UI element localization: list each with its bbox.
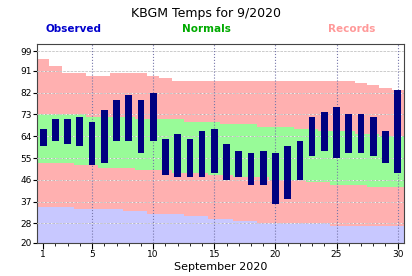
Bar xyxy=(345,115,352,153)
Bar xyxy=(370,117,377,156)
Bar xyxy=(113,100,120,141)
Text: KBGM Temps for 9/2020: KBGM Temps for 9/2020 xyxy=(131,7,281,20)
Bar xyxy=(187,139,193,177)
Bar xyxy=(89,122,96,165)
Bar xyxy=(358,115,364,153)
Text: Observed: Observed xyxy=(45,24,101,34)
Bar xyxy=(235,151,242,177)
Bar xyxy=(40,129,47,146)
Bar xyxy=(284,146,291,199)
Bar xyxy=(52,119,59,141)
Bar xyxy=(174,134,181,177)
Bar xyxy=(309,117,316,156)
Bar xyxy=(382,131,389,163)
Bar xyxy=(77,117,83,146)
Bar xyxy=(125,95,132,141)
Text: Records: Records xyxy=(328,24,375,34)
Bar xyxy=(150,93,157,141)
Text: Normals: Normals xyxy=(182,24,230,34)
Bar xyxy=(211,129,218,172)
Bar xyxy=(333,107,340,158)
Bar xyxy=(101,110,108,163)
Bar xyxy=(64,119,71,144)
Bar xyxy=(162,139,169,175)
X-axis label: September 2020: September 2020 xyxy=(174,262,267,272)
Bar xyxy=(394,90,401,172)
Bar xyxy=(199,131,206,177)
Bar xyxy=(248,153,254,185)
Bar xyxy=(260,151,267,185)
Bar xyxy=(297,141,303,180)
Bar xyxy=(223,144,230,180)
Bar xyxy=(272,153,279,204)
Bar xyxy=(138,100,144,153)
Bar xyxy=(321,112,328,151)
